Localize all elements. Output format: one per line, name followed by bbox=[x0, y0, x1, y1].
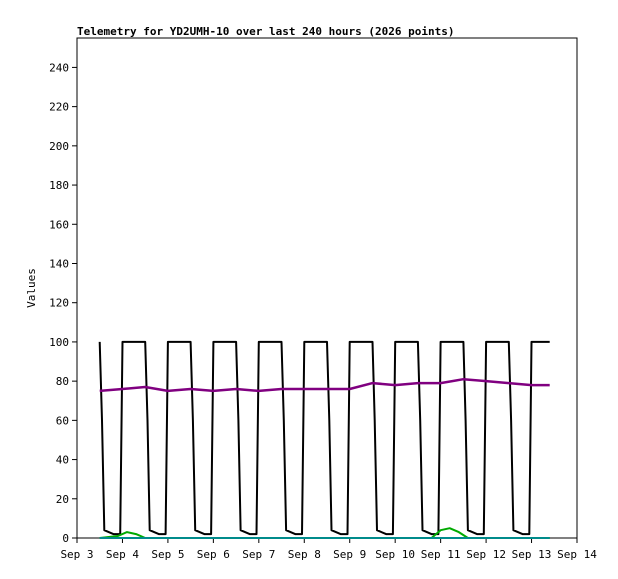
plot-area bbox=[76, 37, 578, 539]
y-tick-label: 40 bbox=[56, 454, 69, 467]
y-tick-label: 160 bbox=[49, 218, 69, 231]
chart-title: Telemetry for YD2UMH-10 over last 240 ho… bbox=[77, 25, 455, 38]
x-tick-label: Sep 11 bbox=[421, 548, 461, 561]
series-layer bbox=[98, 340, 550, 539]
y-tick-label: 240 bbox=[49, 61, 69, 74]
y-tick-label: 80 bbox=[56, 375, 69, 388]
x-tick-label: Sep 14 bbox=[557, 548, 597, 561]
x-tick-label: Sep 12 bbox=[466, 548, 506, 561]
y-tick-label: 180 bbox=[49, 179, 69, 192]
y-tick-label: 140 bbox=[49, 257, 69, 270]
x-tick-label: Sep 3 bbox=[60, 548, 93, 561]
x-tick-label: Sep 8 bbox=[288, 548, 321, 561]
y-tick-label: 220 bbox=[49, 101, 69, 114]
y-tick-label: 200 bbox=[49, 140, 69, 153]
y-tick-label: 120 bbox=[49, 297, 69, 310]
y-axis-label: Values bbox=[25, 268, 38, 308]
x-tick-label: Sep 13 bbox=[512, 548, 552, 561]
x-tick-label: Sep 9 bbox=[333, 548, 366, 561]
x-tick-label: Sep 4 bbox=[106, 548, 139, 561]
y-tick-label: 60 bbox=[56, 414, 69, 427]
y-tick-label: 0 bbox=[62, 532, 69, 545]
x-tick-label: Sep 6 bbox=[197, 548, 230, 561]
series-line-1 bbox=[99, 377, 550, 393]
x-tick-label: Sep 5 bbox=[151, 548, 184, 561]
x-tick-label: Sep 7 bbox=[242, 548, 275, 561]
y-tick-label: 100 bbox=[49, 336, 69, 349]
y-tick-label: 20 bbox=[56, 493, 69, 506]
series-line-0 bbox=[98, 340, 550, 536]
y-axis: 0 20 40 60 80 100 120 140 160 180 200 220 240 bbox=[49, 61, 77, 545]
x-axis: Sep 3 Sep 4 Sep 5 Sep 6 Sep 7 Sep 8 Sep 9 Sep 1… bbox=[60, 538, 597, 561]
x-tick-label: Sep 10 bbox=[375, 548, 415, 561]
